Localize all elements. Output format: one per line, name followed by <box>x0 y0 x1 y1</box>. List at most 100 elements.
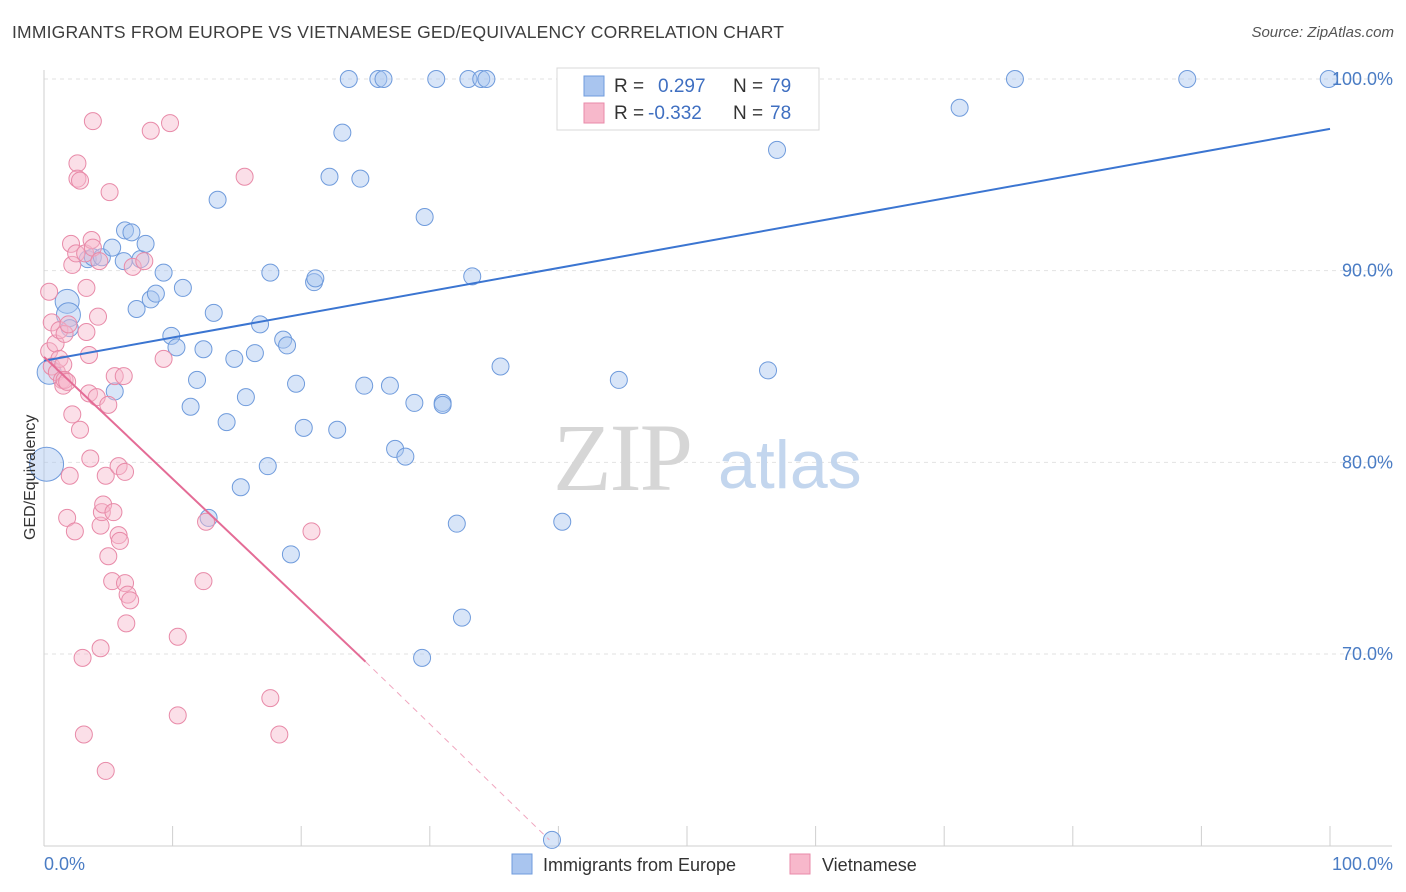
data-point <box>77 278 96 297</box>
data-point <box>104 503 123 522</box>
data-point <box>65 522 84 541</box>
data-point <box>231 478 250 497</box>
data-point <box>459 70 478 88</box>
data-point <box>1178 70 1197 88</box>
trend-line-1 <box>43 356 367 663</box>
data-point <box>168 627 187 646</box>
legend-r-value-2: -0.332 <box>648 103 702 124</box>
data-point <box>55 324 74 343</box>
data-point <box>447 514 466 533</box>
data-point <box>90 252 109 271</box>
data-point <box>114 367 133 386</box>
data-point <box>60 466 79 485</box>
data-point <box>306 269 325 288</box>
y-tick-label: 80.0% <box>1342 452 1393 472</box>
data-point <box>91 516 110 535</box>
legend-n-label-1: N = <box>733 76 763 97</box>
data-point <box>1319 70 1338 88</box>
data-point <box>54 355 73 374</box>
data-point <box>188 370 207 389</box>
data-point <box>71 420 90 439</box>
data-point <box>58 372 77 391</box>
x-tick-label-min: 0.0% <box>44 854 85 874</box>
axes <box>43 70 1392 847</box>
x-tick-labels: 0.0% 100.0% <box>44 854 1393 874</box>
data-point <box>225 349 244 368</box>
data-point <box>103 238 122 257</box>
y-tick-label: 100.0% <box>1332 69 1393 89</box>
data-point <box>71 171 90 190</box>
watermark-atlas: atlas <box>718 427 862 503</box>
legend-swatch-pink <box>583 102 605 124</box>
bottom-legend-swatch-europe <box>511 853 533 875</box>
data-point <box>181 397 200 416</box>
data-point <box>122 223 141 242</box>
data-point <box>99 547 118 566</box>
gridlines <box>44 78 1392 655</box>
data-point <box>121 591 140 610</box>
watermark: ZIP atlas <box>553 404 862 511</box>
data-point <box>433 395 452 414</box>
data-point <box>29 446 65 482</box>
data-point <box>333 123 352 142</box>
trend-lines <box>43 127 1331 841</box>
data-point <box>55 370 74 389</box>
data-point <box>110 531 129 550</box>
data-point <box>768 140 787 159</box>
data-point <box>463 267 482 286</box>
data-point <box>74 725 93 744</box>
data-point <box>251 315 270 334</box>
data-point <box>58 508 77 527</box>
data-point <box>759 361 778 380</box>
data-point <box>236 388 255 407</box>
data-point <box>141 121 160 140</box>
data-point <box>127 300 146 318</box>
data-point <box>380 376 399 395</box>
legend-swatch-blue <box>583 75 605 97</box>
data-point <box>116 221 135 240</box>
data-point <box>270 725 289 744</box>
data-point <box>235 167 254 186</box>
data-point <box>59 315 78 334</box>
bottom-legend: Immigrants from Europe Vietnamese <box>511 853 917 875</box>
legend-n-value-2: 78 <box>770 103 791 124</box>
data-point <box>46 334 65 353</box>
legend: R = 0.297 N = 79 R = -0.332 N = 78 <box>556 67 820 131</box>
legend-n-value-1: 79 <box>770 76 791 97</box>
data-point <box>63 255 82 274</box>
data-point <box>294 418 313 437</box>
chart-source: Source: ZipAtlas.com <box>1251 24 1394 41</box>
data-point <box>82 231 101 249</box>
data-point <box>197 512 216 531</box>
data-point <box>154 349 173 368</box>
chart-title: IMMIGRANTS FROM EUROPE VS VIETNAMESE GED… <box>12 22 785 42</box>
y-tick-label: 70.0% <box>1342 644 1393 664</box>
data-point <box>477 70 496 88</box>
data-point <box>320 167 339 186</box>
data-point <box>427 70 446 88</box>
data-point <box>109 526 128 545</box>
data-point <box>542 830 561 849</box>
data-point <box>1005 70 1024 88</box>
data-point <box>40 282 59 301</box>
data-point <box>281 545 300 564</box>
data-point <box>208 190 227 209</box>
legend-r-label-2: R = <box>614 103 644 124</box>
data-point <box>99 395 118 414</box>
y-tick-label: 90.0% <box>1342 261 1393 281</box>
data-point <box>83 112 102 131</box>
watermark-zip: ZIP <box>553 404 691 511</box>
data-point <box>116 574 135 593</box>
data-point <box>472 70 491 88</box>
data-point <box>261 263 280 282</box>
data-point <box>374 70 393 88</box>
data-point <box>63 405 82 424</box>
data-point <box>950 98 969 117</box>
data-point <box>396 447 415 466</box>
x-tick-label-max: 100.0% <box>1332 854 1393 874</box>
data-point <box>123 257 142 276</box>
data-point <box>168 706 187 725</box>
bottom-legend-label-vietnamese: Vietnamese <box>822 855 917 875</box>
data-point <box>491 357 510 376</box>
